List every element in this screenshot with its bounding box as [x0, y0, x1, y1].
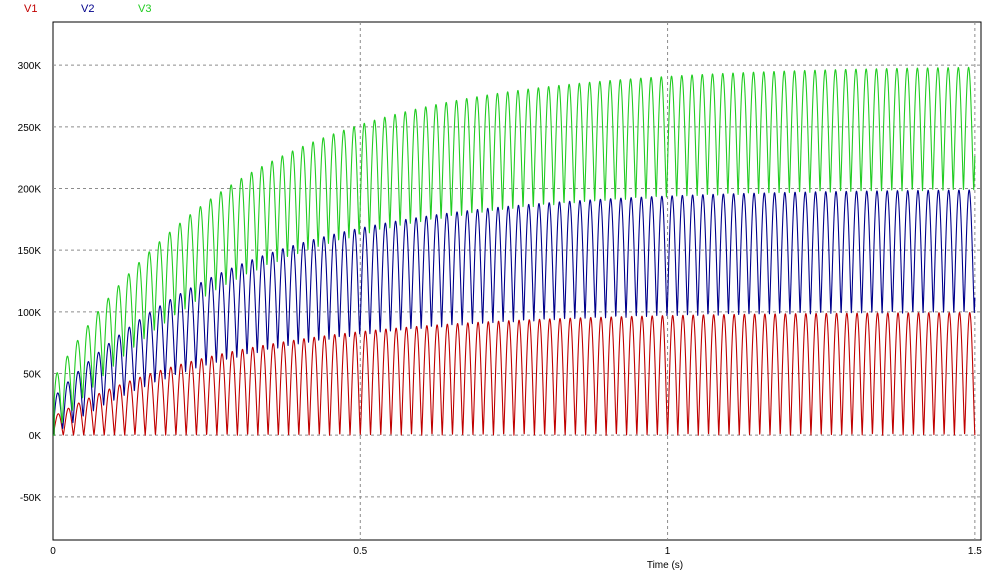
y-tick-label: 250K — [18, 123, 42, 134]
traces — [52, 66, 976, 436]
x-tick-label: 1 — [665, 546, 671, 557]
x-axis-tick-labels: 0 0.5 1 1.5 — [50, 546, 982, 557]
y-tick-label: -50K — [20, 493, 41, 504]
legend: V1 V2 V3 — [24, 3, 151, 15]
y-tick-label: 150K — [18, 246, 42, 257]
y-tick-label: 200K — [18, 185, 42, 196]
x-axis-title: Time (s) — [647, 560, 683, 571]
grid — [53, 22, 981, 540]
series-line-v1 — [52, 312, 976, 436]
x-tick-label: 0 — [50, 546, 56, 557]
legend-entry: V2 — [81, 3, 94, 15]
x-tick-label: 0.5 — [353, 546, 367, 557]
plot-area — [52, 21, 982, 541]
y-tick-label: 0K — [29, 431, 42, 442]
series-line-v2 — [52, 189, 976, 436]
y-tick-label: 300K — [18, 61, 42, 72]
series-line-v3 — [52, 66, 976, 436]
legend-entry: V3 — [138, 3, 151, 15]
legend-entry: V1 — [24, 3, 37, 15]
x-tick-label: 1.5 — [968, 546, 982, 557]
y-tick-label: 50K — [23, 370, 41, 381]
y-tick-label: 100K — [18, 308, 42, 319]
y-axis-tick-labels: -50K 0K 50K 100K 150K 200K 250K 300K — [18, 61, 42, 504]
